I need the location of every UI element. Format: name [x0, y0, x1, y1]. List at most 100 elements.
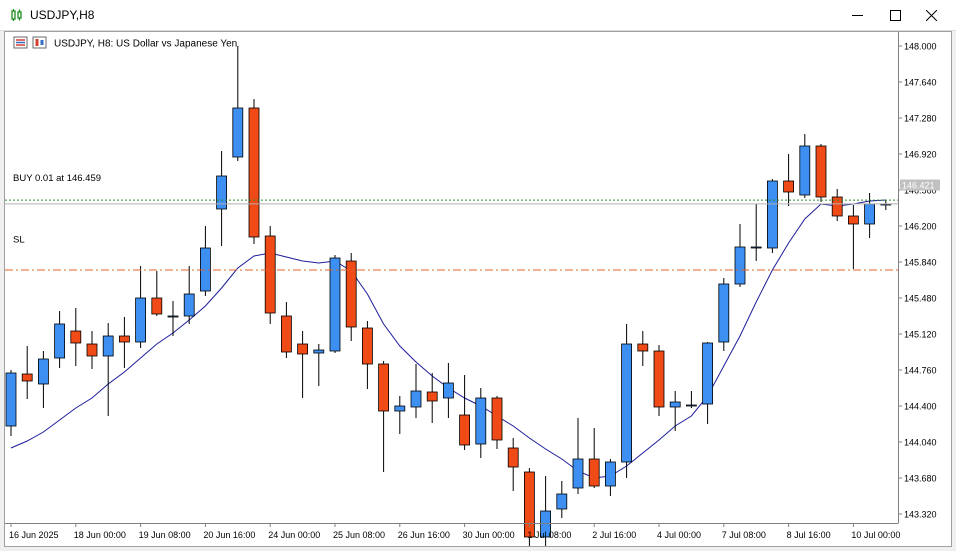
- chart-properties-icon[interactable]: [32, 36, 47, 49]
- candle: [199, 226, 211, 296]
- maximize-button[interactable]: [878, 0, 912, 31]
- candle: [491, 396, 503, 449]
- candle-body: [410, 390, 422, 408]
- close-button[interactable]: [914, 0, 948, 31]
- price-tick-label: 143.680: [904, 474, 937, 484]
- candle: [442, 363, 454, 418]
- price-tick-label: 147.280: [904, 114, 937, 124]
- candle: [280, 302, 292, 358]
- price-tick-label: 143.320: [904, 510, 937, 520]
- close-icon: [925, 10, 937, 21]
- candle-body: [232, 107, 244, 158]
- time-tick-label: 8 Jul 16:00: [787, 530, 831, 540]
- candle: [848, 205, 859, 269]
- candle: [410, 364, 422, 418]
- price-chart[interactable]: 148.000147.640147.280146.920146.560146.2…: [5, 32, 951, 546]
- candle-body: [848, 215, 859, 225]
- time-tick-label: 10 Jul 00:00: [851, 530, 900, 540]
- candle: [621, 324, 632, 478]
- time-tick-label: 16 Jun 2025: [9, 530, 59, 540]
- price-tick-label: 144.400: [904, 402, 937, 412]
- candle: [297, 331, 309, 398]
- candle: [426, 373, 438, 423]
- candle-body: [686, 404, 697, 407]
- candle-body: [637, 343, 649, 352]
- candle-body: [70, 330, 82, 344]
- candle: [637, 331, 649, 366]
- minimize-button[interactable]: [840, 0, 874, 31]
- candle-body: [799, 145, 811, 196]
- candle: [556, 481, 568, 518]
- candle-body: [588, 458, 600, 487]
- candle: [734, 224, 746, 287]
- candle: [767, 179, 778, 253]
- chart-window[interactable]: 148.000147.640147.280146.920146.560146.2…: [4, 31, 952, 547]
- price-tick-label: 145.840: [904, 258, 937, 268]
- candle: [38, 351, 49, 408]
- candle: [232, 46, 244, 161]
- candle-body: [135, 297, 147, 343]
- candle: [750, 204, 762, 261]
- candle-body: [5, 372, 17, 427]
- candle: [151, 271, 163, 316]
- price-tick-label: 145.480: [904, 294, 937, 304]
- candle: [329, 255, 341, 353]
- candle: [799, 134, 811, 198]
- candle-body: [572, 458, 584, 489]
- candle: [313, 344, 325, 386]
- candle: [653, 345, 665, 416]
- candle-body: [734, 246, 746, 285]
- candle-body: [653, 350, 665, 408]
- candle: [702, 342, 713, 424]
- current-price-marker: [900, 179, 940, 191]
- candle-body: [507, 447, 519, 468]
- candle-body: [280, 315, 292, 353]
- candle-body: [119, 335, 130, 343]
- candle-body: [216, 175, 228, 210]
- candle: [86, 331, 98, 369]
- price-tick-label: 148.000: [904, 42, 937, 52]
- candle: [783, 154, 794, 206]
- candle-body: [313, 349, 325, 354]
- candle-body: [491, 397, 503, 441]
- candle-body: [864, 203, 875, 225]
- candle-body: [38, 358, 49, 385]
- candle-body: [815, 145, 827, 198]
- candle: [248, 99, 260, 244]
- candle-body: [102, 335, 114, 357]
- candle-body: [167, 315, 179, 318]
- candle-body: [329, 257, 341, 352]
- chart-header: USDJPY, H8: US Dollar vs Japanese Yen: [54, 39, 237, 50]
- candle: [216, 151, 228, 246]
- price-tick-label: 144.760: [904, 366, 937, 376]
- time-tick-label: 20 Jun 16:00: [203, 530, 255, 540]
- candle: [54, 311, 65, 368]
- chart-list-icon[interactable]: [13, 36, 28, 49]
- candle: [524, 468, 535, 546]
- candle: [394, 396, 406, 434]
- candle-body: [378, 363, 390, 412]
- candle-body: [442, 382, 454, 399]
- price-tick-label: 147.640: [904, 78, 937, 88]
- time-tick-label: 4 Jul 00:00: [657, 530, 701, 540]
- candle: [572, 418, 584, 494]
- candle-body: [831, 196, 843, 217]
- price-tick-label: 146.920: [904, 150, 937, 160]
- candle-body: [183, 293, 195, 317]
- candle: [345, 253, 357, 341]
- candle: [21, 346, 33, 399]
- title-bar: USDJPY,H8: [0, 0, 956, 31]
- candle-body: [767, 180, 778, 249]
- candle-body: [459, 414, 471, 446]
- candle-body: [426, 391, 438, 402]
- maximize-icon: [889, 10, 901, 21]
- minimize-icon: [851, 15, 863, 16]
- candle: [718, 278, 730, 351]
- stop-loss-label: SL: [13, 235, 25, 246]
- candle: [815, 144, 827, 202]
- time-tick-label: 24 Jun 00:00: [268, 530, 320, 540]
- time-tick-label: 25 Jun 08:00: [333, 530, 385, 540]
- time-tick-label: 26 Jun 16:00: [398, 530, 450, 540]
- candle-body: [702, 342, 713, 405]
- candle-body: [669, 401, 681, 408]
